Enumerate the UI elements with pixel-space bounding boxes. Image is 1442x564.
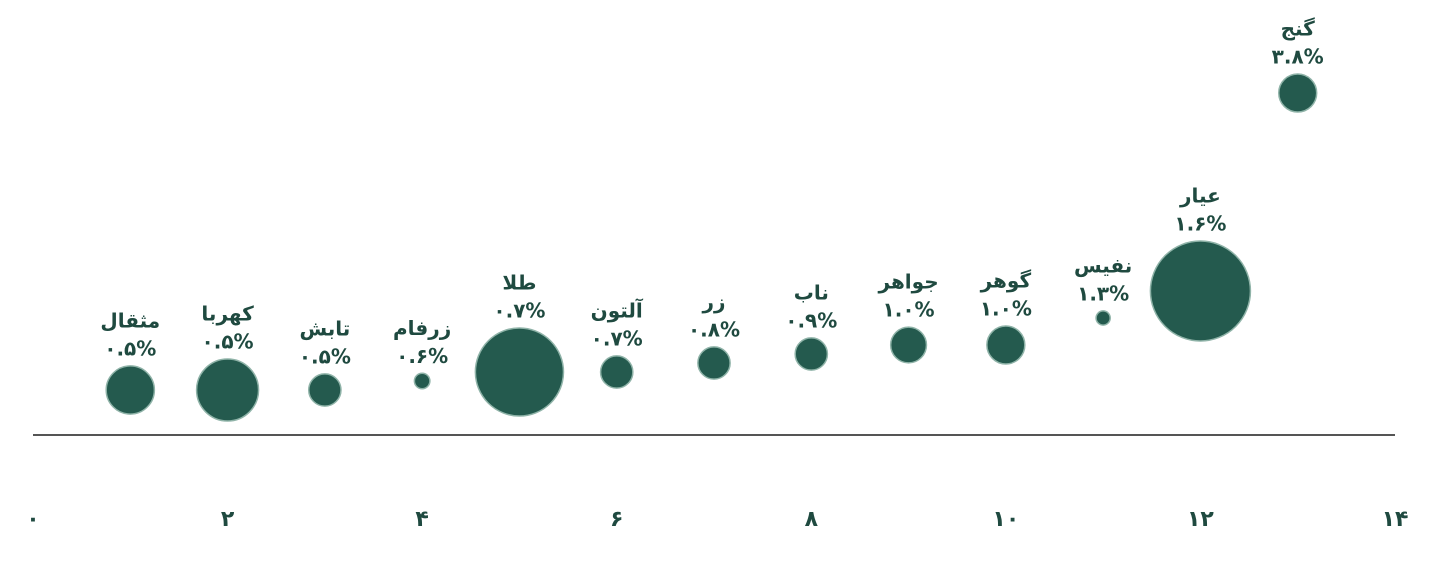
point-label: جواهر <box>878 270 939 294</box>
value-label: ۳.۸% <box>1272 45 1324 69</box>
bubble <box>1277 73 1318 113</box>
point-label: زر <box>701 289 725 313</box>
bubble <box>105 365 156 415</box>
bubble <box>794 337 829 371</box>
value-label: ۰.۵% <box>202 330 254 354</box>
value-label: ۰.۷% <box>493 298 545 322</box>
bubble <box>599 355 634 389</box>
bubble <box>474 327 565 417</box>
bubble <box>889 326 928 364</box>
point-label: آلتون <box>591 297 644 322</box>
point-label: گنج <box>1281 17 1316 41</box>
value-label: ۰.۵% <box>104 336 156 360</box>
bubble <box>697 346 731 380</box>
point-label: طلا <box>502 270 536 294</box>
point-label: تابش <box>299 316 350 340</box>
value-label: ۰.۵% <box>299 344 351 368</box>
point-label: کهربا <box>201 302 254 326</box>
point-label: عیار <box>1179 184 1221 208</box>
x-tick-label: ۱۲ <box>1187 507 1214 532</box>
x-tick-label: ۸ <box>805 507 819 532</box>
bubble <box>307 373 342 407</box>
point-label: نفیس <box>1074 253 1132 277</box>
x-tick-label: ۱۴ <box>1382 507 1409 532</box>
x-tick-label: ۰ <box>26 507 39 532</box>
value-label: ۱.۳% <box>1077 281 1129 305</box>
point-label: مثقال <box>100 308 160 332</box>
value-label: ۰.۷% <box>591 326 643 350</box>
bubble <box>413 372 431 390</box>
point-label: گوهر <box>980 269 1032 293</box>
value-label: ۱.۰% <box>883 298 935 322</box>
point-label: زرفام <box>393 316 451 340</box>
value-label: ۰.۸% <box>688 317 740 341</box>
bubble <box>1149 240 1252 342</box>
bubble <box>986 325 1026 365</box>
bubble <box>1095 310 1111 326</box>
value-label: ۰.۹% <box>785 308 837 332</box>
bubble <box>195 358 260 422</box>
x-tick-label: ۴ <box>415 507 428 532</box>
value-label: ۱.۰% <box>980 297 1032 321</box>
value-label: ۱.۶% <box>1174 212 1226 236</box>
value-label: ۰.۶% <box>396 344 448 368</box>
x-tick-label: ۱۰ <box>992 507 1019 532</box>
x-tick-label: ۶ <box>610 507 623 532</box>
x-tick-label: ۲ <box>221 507 235 532</box>
point-label: ناب <box>794 280 829 304</box>
